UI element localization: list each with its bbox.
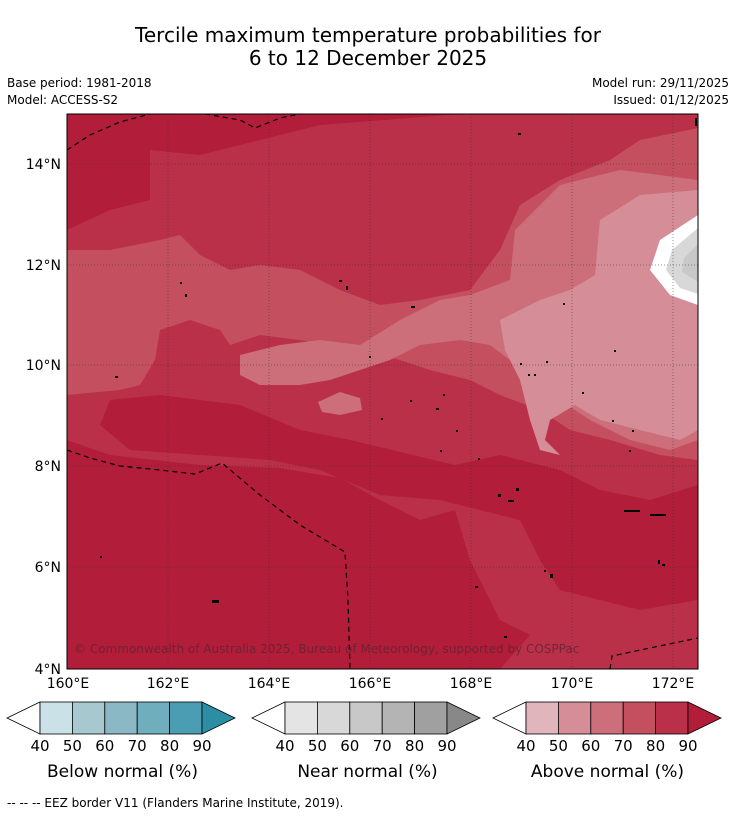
latitude-labels: 14°N 12°N 10°N 8°N 6°N 4°N [26,157,61,678]
eez-borders [67,114,698,669]
lon-label: 162°E [147,676,190,692]
islands [100,118,697,638]
colorbar-extend-low [6,701,41,735]
model-name: Model: ACCESS-S2 [7,93,119,107]
colorbar-tick-label: 90 [437,737,456,755]
base-period: Base period: 1981-2018 [7,76,152,90]
lon-label: 166°E [349,676,392,692]
lon-label: 160°E [47,676,90,692]
lat-label: 4°N [35,662,61,678]
below-colorbar: 40 50 60 70 80 90 [6,701,236,755]
colorbar-extend-high [201,701,236,735]
colorbar-tick-label: 90 [678,737,697,755]
lon-label: 172°E [652,676,695,692]
eez-footnote: -- -- -- EEZ border V11 (Flanders Marine… [7,796,344,810]
near-colorbar: 40 50 60 70 80 90 [251,701,481,755]
map-plot-area: © Commonwealth of Australia 2025, Bureau… [67,114,698,669]
colorbar-tick-label: 80 [160,737,179,755]
lat-label: 14°N [26,157,61,173]
colorbar-tick-label: 50 [63,737,82,755]
colorbar-tick-label: 60 [340,737,359,755]
chart-title-line1: Tercile maximum temperature probabilitie… [135,23,601,47]
colorbar-tick-label: 90 [192,737,211,755]
colorbar-segment [284,701,318,735]
colorbar-segment [558,701,592,735]
colorbar-segment [169,701,203,735]
gridlines [67,114,698,669]
above-normal-label: Above normal (%) [530,762,685,782]
colorbar-extend-high [687,701,722,735]
colorbar-segment [622,701,657,735]
near-normal-label: Near normal (%) [297,762,438,782]
colorbar-tick-label: 70 [128,737,147,755]
colorbar-segment [590,701,624,735]
colorbar-segment [655,701,689,735]
lat-label: 12°N [26,258,61,274]
copyright-notice: © Commonwealth of Australia 2025, Bureau… [74,642,579,656]
lat-label: 10°N [26,358,61,374]
colorbar-tick-label: 70 [614,737,633,755]
chart-title-line2: 6 to 12 December 2025 [248,46,488,70]
contour-60-island [318,392,362,415]
lat-label: 8°N [35,459,61,475]
near-normal-inner [666,228,698,294]
lon-label: 168°E [450,676,493,692]
issued-date: Issued: 01/12/2025 [613,93,729,107]
colorbar-tick-label: 70 [373,737,392,755]
colorbar-segment [316,701,351,735]
colorbar-extend-high [446,701,481,735]
lon-label: 164°E [248,676,291,692]
colorbar-segment [72,701,106,735]
colorbar-segment [414,701,448,735]
colorbar-extend-low [251,701,286,735]
colorbar-extend-low [492,701,527,735]
longitude-labels: 160°E 162°E 164°E 166°E 168°E 170°E 172°… [47,676,695,692]
colorbars: 40 50 60 70 80 90 40 50 60 70 80 90 40 50 60 70 80 90 [6,701,722,755]
model-run: Model run: 29/11/2025 [591,76,729,90]
colorbar-segment [104,701,138,735]
contour-50-region [500,190,698,455]
lon-label: 170°E [551,676,594,692]
colorbar-segment [381,701,416,735]
colorbar-segment [525,701,559,735]
colorbar-tick-label: 40 [30,737,49,755]
below-normal-label: Below normal (%) [47,762,198,782]
near-normal-core [682,244,698,282]
colorbar-tick-label: 50 [549,737,568,755]
colorbar-tick-label: 80 [405,737,424,755]
colorbar-segment [349,701,383,735]
colorbar-tick-label: 60 [581,737,600,755]
colorbar-tick-label: 40 [275,737,294,755]
map-frame [66,113,699,670]
colorbar-tick-label: 80 [646,737,665,755]
colorbar-tick-label: 60 [95,737,114,755]
colorbar-segment [136,701,170,735]
above-colorbar: 40 50 60 70 80 90 [492,701,722,755]
colorbar-segment [39,701,73,735]
colorbar-tick-label: 50 [308,737,327,755]
lat-label: 6°N [35,560,61,576]
colorbar-tick-label: 40 [516,737,535,755]
